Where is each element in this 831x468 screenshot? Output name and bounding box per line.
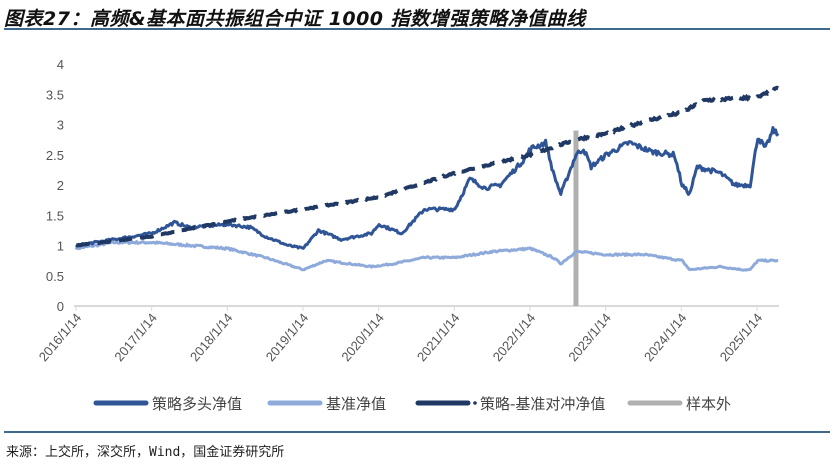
y-tick-label: 2: [57, 178, 64, 193]
legend-dot-icon: [473, 401, 477, 405]
x-tick-label: 2017/1/14: [111, 310, 160, 364]
y-tick-label: 4: [57, 57, 64, 72]
y-tick-label: 0.5: [46, 269, 64, 284]
title-divider: [4, 28, 830, 30]
x-tick-label: 2020/1/14: [338, 310, 387, 364]
out-of-sample-bar: [573, 130, 579, 306]
y-tick-label: 3: [57, 118, 64, 133]
benchmark-line: [74, 240, 779, 272]
x-tick-label: 2022/1/14: [490, 310, 539, 364]
y-tick-label: 0: [57, 299, 64, 314]
x-tick-label: 2019/1/14: [263, 310, 312, 364]
legend-label-out-of-sample: 样本外: [686, 395, 731, 413]
y-tick-label: 1: [57, 239, 64, 254]
source-note: 来源：上交所，深交所，Wind，国金证券研究所: [6, 445, 285, 460]
y-tick-label: 2.5: [46, 148, 64, 163]
x-tick-label: 2023/1/14: [565, 310, 614, 364]
x-tick-label: 2016/1/14: [36, 310, 85, 364]
legend-label-benchmark: 基准净值: [326, 395, 386, 413]
strategy-long-line: [75, 126, 780, 250]
legend-label-strategy-long: 策略多头净值: [152, 395, 242, 413]
hedge-line: [75, 85, 779, 248]
y-tick-label: 1.5: [46, 208, 64, 223]
x-tick-label: 2024/1/14: [641, 310, 690, 364]
chart: 0 0.5 1 1.5 2 2.5 3 3.5 4 2016/1/14 2017/1/14 2018/…: [36, 57, 780, 413]
chart-title: 图表27：高频&基本面共振组合中证 1000 指数增强策略净值曲线: [4, 8, 586, 30]
x-tick-label: 2021/1/14: [414, 310, 463, 364]
x-tick-label: 2025/1/14: [717, 310, 766, 364]
legend-label-hedge: 策略-基准对冲净值: [480, 395, 605, 413]
footer-divider: [4, 431, 830, 433]
x-tick-label: 2018/1/14: [187, 310, 236, 364]
y-tick-label: 3.5: [46, 87, 64, 102]
